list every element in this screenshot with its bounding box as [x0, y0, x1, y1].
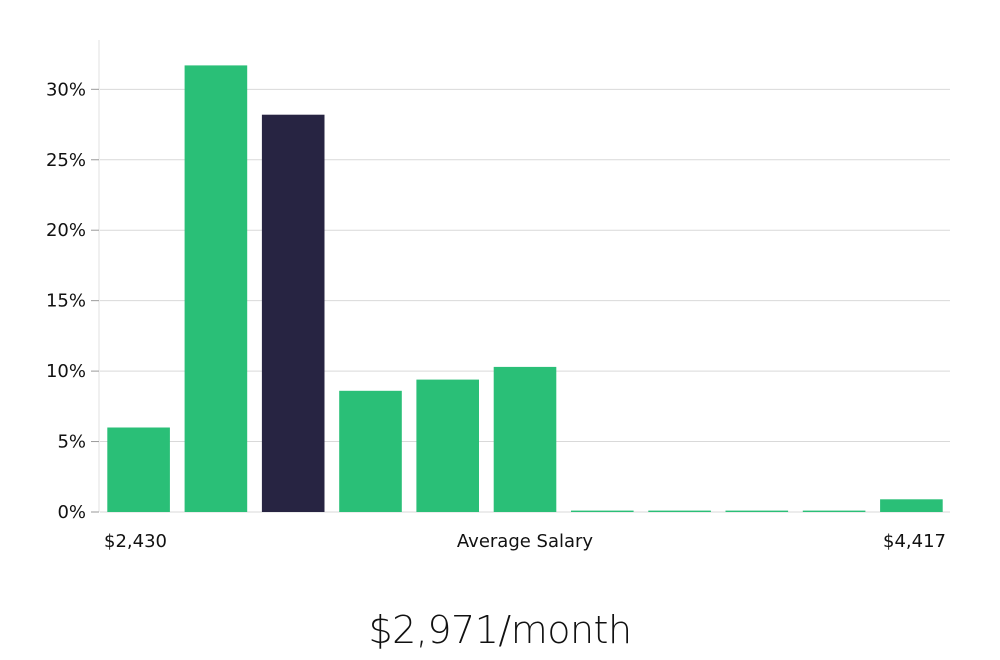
x-min-label: $2,430 [104, 531, 167, 552]
bar [493, 366, 557, 512]
bar [725, 510, 789, 512]
bar [107, 427, 170, 512]
y-tick-label: 5% [57, 432, 86, 453]
y-tick-label: 0% [57, 502, 86, 523]
x-max-label: $4,417 [883, 531, 946, 552]
y-tick-labels: 0% 5% 10% 15% 20% 25% 30% [46, 79, 99, 523]
x-axis-labels: $2,430 Average Salary $4,417 [104, 531, 946, 552]
bars [107, 65, 943, 513]
bar-highlight [261, 114, 325, 512]
bar [880, 499, 943, 512]
bar [339, 390, 402, 512]
bar [571, 510, 634, 512]
salary-histogram-chart: 0% 5% 10% 15% 20% 25% 30% $2,430 Average Salar… [46, 40, 950, 552]
x-axis-title: Average Salary [457, 531, 594, 552]
bar [648, 510, 711, 512]
y-tick-label: 15% [46, 291, 86, 312]
bar [184, 65, 248, 513]
y-tick-label: 20% [46, 220, 86, 241]
y-tick-label: 10% [46, 361, 86, 382]
bar [802, 510, 866, 512]
y-tick-label: 30% [46, 79, 86, 100]
bar [416, 379, 479, 512]
average-salary-value: $2,971/month [368, 608, 632, 652]
y-tick-label: 25% [46, 150, 86, 171]
